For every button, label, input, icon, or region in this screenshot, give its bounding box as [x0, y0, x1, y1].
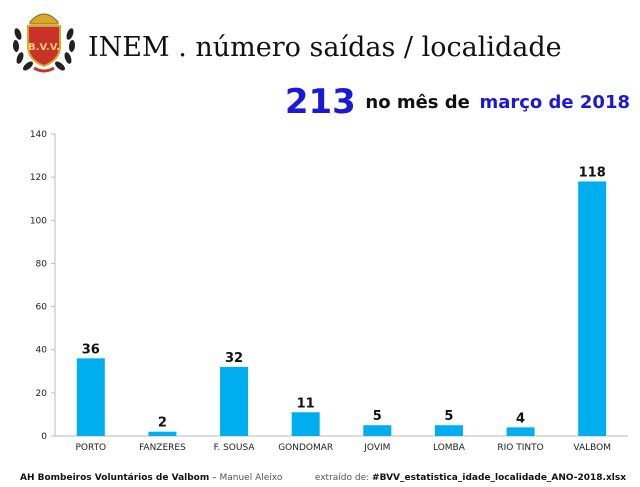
- period-text: março de 2018: [479, 91, 630, 113]
- data-label: 5: [444, 409, 453, 424]
- y-tick-label: 0: [41, 432, 47, 442]
- bar-valbom: [578, 181, 607, 436]
- y-tick-label: 20: [36, 389, 48, 399]
- data-label: 118: [579, 165, 606, 180]
- y-tick-label: 100: [30, 216, 47, 226]
- page-title: INEM . número saídas / localidade: [88, 32, 562, 63]
- y-tick-label: 60: [36, 303, 48, 313]
- data-label: 2: [158, 416, 167, 431]
- bar-f-sousa: [220, 366, 249, 436]
- y-tick-label: 40: [36, 346, 48, 356]
- y-axis: 0 20 40 60 80 100 120 140: [30, 130, 56, 442]
- x-tick-label: RIO TINTO: [497, 443, 543, 453]
- bar-jovim: [363, 425, 392, 436]
- data-label: 36: [82, 342, 100, 357]
- x-tick-label: VALBOM: [573, 443, 611, 453]
- total-text: no mês de: [365, 91, 470, 113]
- x-tick-label: GONDOMAR: [278, 443, 333, 453]
- data-label: 11: [297, 396, 315, 411]
- bvv-logo: B.V.V.: [8, 4, 80, 76]
- x-tick-label: F. SOUSA: [214, 443, 256, 453]
- footer-source-file: #BVV_estatistica_idade_localidade_ANO-20…: [372, 473, 626, 483]
- x-tick-label: JOVIM: [363, 443, 390, 453]
- footer-source: extraído de: #BVV_estatistica_idade_loca…: [315, 473, 626, 483]
- footer-org: AH Bombeiros Voluntários de Valbom: [20, 473, 210, 483]
- y-tick-label: 120: [30, 173, 47, 183]
- bar-rio-tinto: [506, 427, 535, 436]
- x-tick-label: FANZERES: [139, 443, 186, 453]
- bar-gondomar: [291, 412, 320, 436]
- y-tick-label: 140: [30, 130, 47, 140]
- y-tick-label: 80: [36, 259, 48, 269]
- data-label: 32: [225, 351, 243, 366]
- bars: 36 2 32 11 5 5 4 118: [76, 165, 607, 436]
- data-label: 5: [373, 409, 382, 424]
- total-value: 213: [284, 82, 356, 122]
- chart-subtitle: 213 no mês de março de 2018: [285, 82, 630, 122]
- bar-lomba: [434, 425, 463, 436]
- footer-author: Manuel Aleixo: [219, 473, 283, 483]
- x-tick-label: PORTO: [75, 443, 106, 453]
- x-tick-label: LOMBA: [433, 443, 466, 453]
- data-label: 4: [516, 411, 525, 426]
- bar-fanzeres: [148, 431, 177, 436]
- footer-source-label: extraído de:: [314, 473, 373, 483]
- footer-credit: AH Bombeiros Voluntários de Valbom – Man…: [20, 473, 282, 483]
- logo-text: B.V.V.: [28, 42, 60, 53]
- x-axis: PORTO FANZERES F. SOUSA GONDOMAR JOVIM LOMBA R…: [55, 435, 628, 453]
- footer-sep: –: [209, 473, 220, 483]
- bar-porto: [76, 358, 105, 436]
